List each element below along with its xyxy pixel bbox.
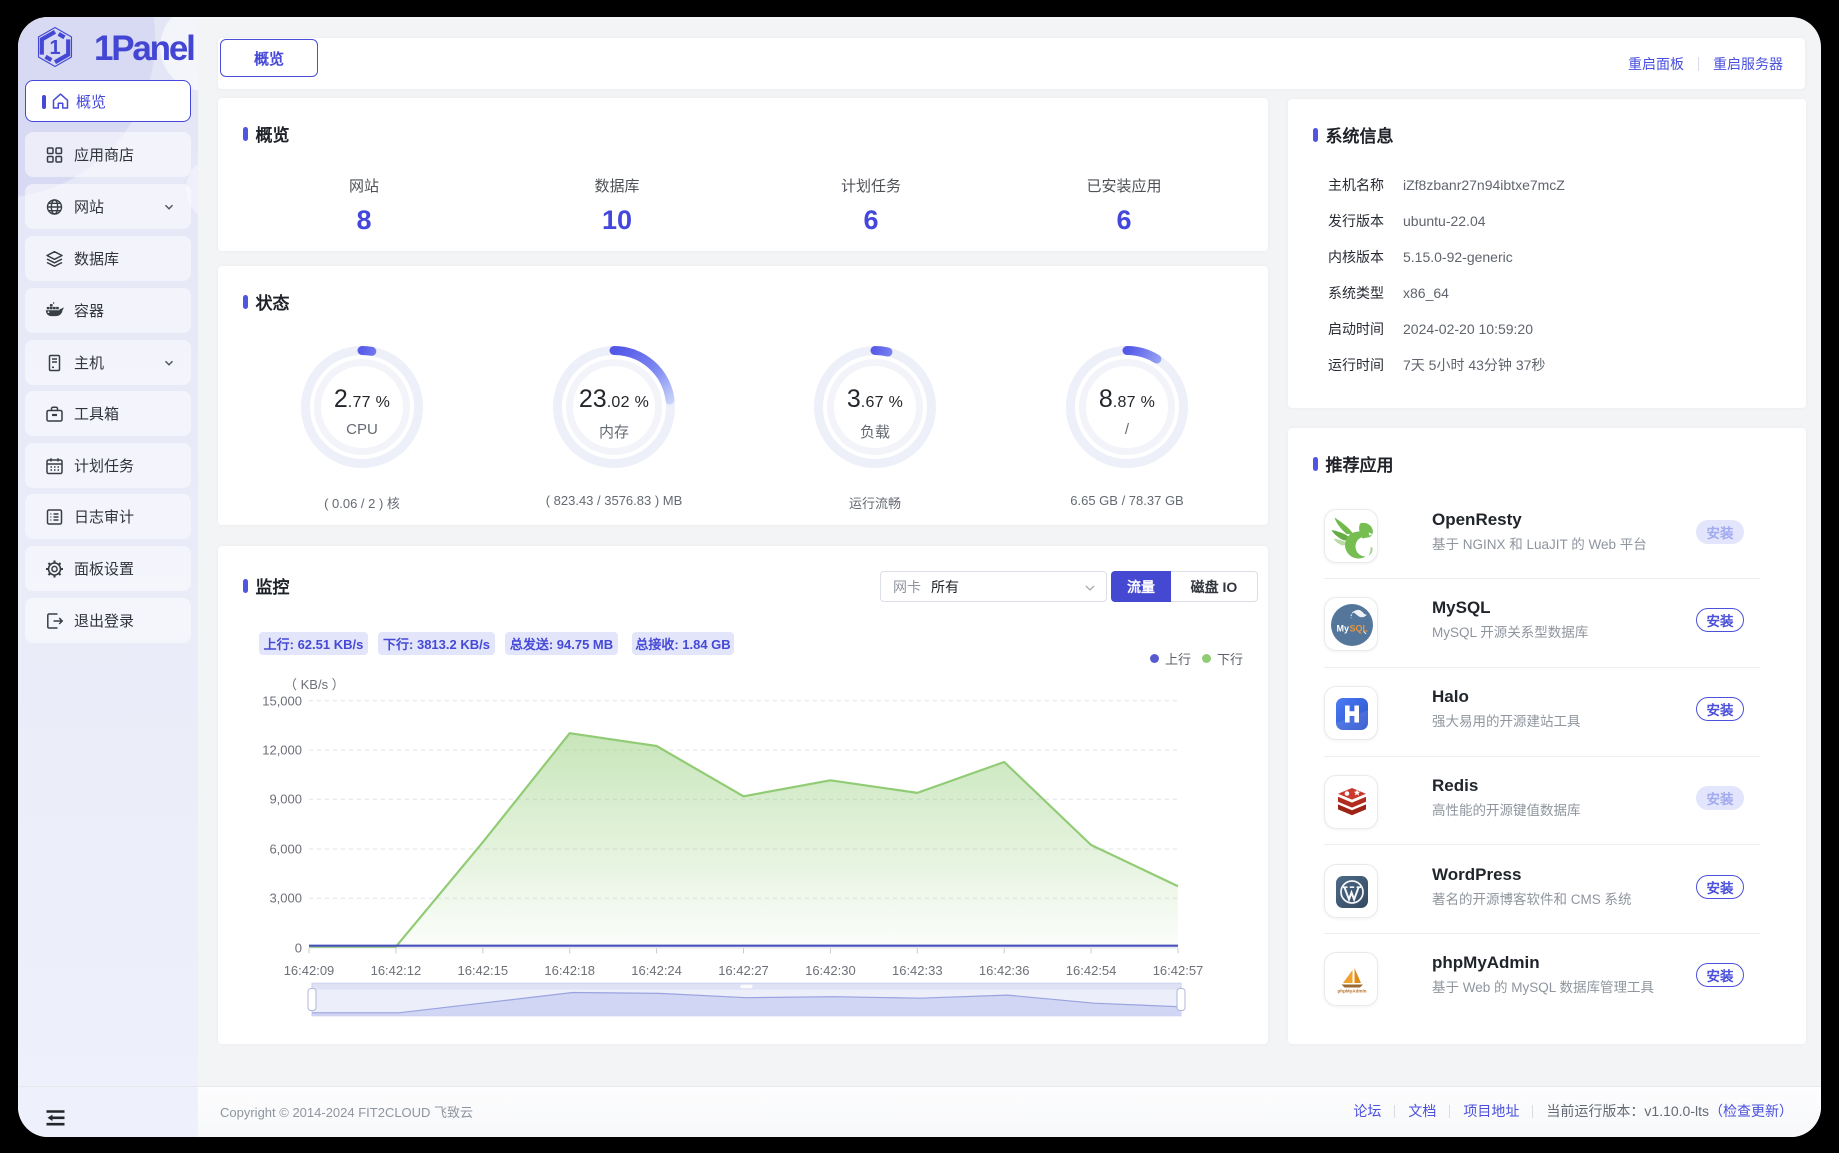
svg-text:12,000: 12,000 <box>262 743 302 758</box>
svg-text:16:42:15: 16:42:15 <box>457 963 508 978</box>
svg-text:SQL: SQL <box>1350 624 1369 634</box>
svg-text:16:42:33: 16:42:33 <box>892 963 943 978</box>
svg-text:phpMyAdmin: phpMyAdmin <box>1337 989 1366 994</box>
svg-text:15,000: 15,000 <box>262 693 302 708</box>
svg-text:9,000: 9,000 <box>269 792 302 807</box>
svg-text:16:42:12: 16:42:12 <box>371 963 422 978</box>
svg-text:16:42:27: 16:42:27 <box>718 963 769 978</box>
svg-text:16:42:54: 16:42:54 <box>1066 963 1117 978</box>
svg-text:16:42:18: 16:42:18 <box>544 963 595 978</box>
svg-text:16:42:24: 16:42:24 <box>631 963 682 978</box>
svg-text:3,000: 3,000 <box>269 891 302 906</box>
svg-text:16:42:57: 16:42:57 <box>1153 963 1204 978</box>
svg-text:16:42:09: 16:42:09 <box>284 963 335 978</box>
svg-text:1: 1 <box>49 37 60 59</box>
svg-text:6,000: 6,000 <box>269 842 302 857</box>
svg-text:0: 0 <box>295 940 302 955</box>
svg-text:My: My <box>1337 624 1350 634</box>
svg-text:16:42:36: 16:42:36 <box>979 963 1030 978</box>
svg-text:16:42:30: 16:42:30 <box>805 963 856 978</box>
